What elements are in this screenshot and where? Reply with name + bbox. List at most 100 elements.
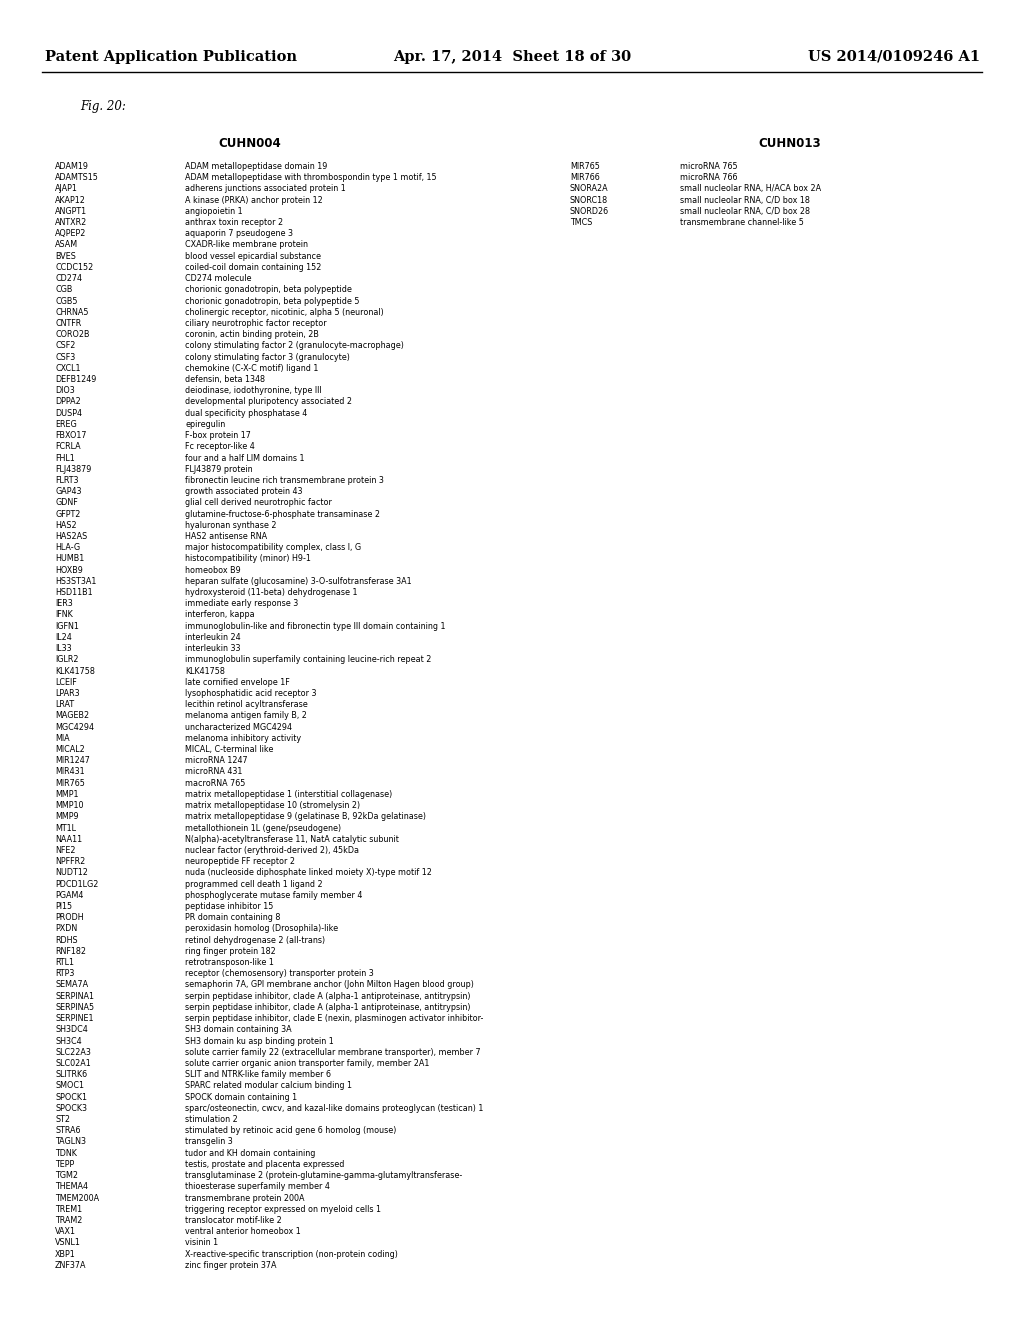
- Text: lecithin retinol acyltransferase: lecithin retinol acyltransferase: [185, 700, 308, 709]
- Text: CSF2: CSF2: [55, 342, 76, 350]
- Text: TREM1: TREM1: [55, 1205, 82, 1213]
- Text: CNTFR: CNTFR: [55, 319, 81, 327]
- Text: homeobox B9: homeobox B9: [185, 566, 241, 574]
- Text: MMP1: MMP1: [55, 789, 79, 799]
- Text: US 2014/0109246 A1: US 2014/0109246 A1: [808, 50, 980, 63]
- Text: MAGEB2: MAGEB2: [55, 711, 89, 721]
- Text: glial cell derived neurotrophic factor: glial cell derived neurotrophic factor: [185, 499, 332, 507]
- Text: MIA: MIA: [55, 734, 70, 743]
- Text: HAS2 antisense RNA: HAS2 antisense RNA: [185, 532, 267, 541]
- Text: glutamine-fructose-6-phosphate transaminase 2: glutamine-fructose-6-phosphate transamin…: [185, 510, 380, 519]
- Text: nuclear factor (erythroid-derived 2), 45kDa: nuclear factor (erythroid-derived 2), 45…: [185, 846, 359, 855]
- Text: late cornified envelope 1F: late cornified envelope 1F: [185, 677, 290, 686]
- Text: CGB: CGB: [55, 285, 73, 294]
- Text: SH3 domain containing 3A: SH3 domain containing 3A: [185, 1026, 292, 1035]
- Text: blood vessel epicardial substance: blood vessel epicardial substance: [185, 252, 321, 260]
- Text: MIR765: MIR765: [570, 162, 600, 172]
- Text: FHL1: FHL1: [55, 454, 75, 462]
- Text: FLJ43879: FLJ43879: [55, 465, 91, 474]
- Text: SNORA2A: SNORA2A: [570, 185, 608, 194]
- Text: IGFN1: IGFN1: [55, 622, 79, 631]
- Text: PI15: PI15: [55, 902, 72, 911]
- Text: interferon, kappa: interferon, kappa: [185, 610, 255, 619]
- Text: SNORD26: SNORD26: [570, 207, 609, 216]
- Text: neuropeptide FF receptor 2: neuropeptide FF receptor 2: [185, 857, 295, 866]
- Text: MICAL2: MICAL2: [55, 744, 85, 754]
- Text: SPOCK3: SPOCK3: [55, 1104, 87, 1113]
- Text: HAS2AS: HAS2AS: [55, 532, 87, 541]
- Text: VSNL1: VSNL1: [55, 1238, 81, 1247]
- Text: histocompatibility (minor) H9-1: histocompatibility (minor) H9-1: [185, 554, 311, 564]
- Text: KLK41758: KLK41758: [185, 667, 225, 676]
- Text: CSF3: CSF3: [55, 352, 75, 362]
- Text: PR domain containing 8: PR domain containing 8: [185, 913, 281, 923]
- Text: dual specificity phosphatase 4: dual specificity phosphatase 4: [185, 409, 307, 417]
- Text: HAS2: HAS2: [55, 521, 77, 529]
- Text: chorionic gonadotropin, beta polypeptide 5: chorionic gonadotropin, beta polypeptide…: [185, 297, 359, 305]
- Text: NPFFR2: NPFFR2: [55, 857, 85, 866]
- Text: serpin peptidase inhibitor, clade A (alpha-1 antiproteinase, antitrypsin): serpin peptidase inhibitor, clade A (alp…: [185, 991, 470, 1001]
- Text: TRAM2: TRAM2: [55, 1216, 82, 1225]
- Text: STRA6: STRA6: [55, 1126, 81, 1135]
- Text: ADAMTS15: ADAMTS15: [55, 173, 99, 182]
- Text: semaphorin 7A, GPI membrane anchor (John Milton Hagen blood group): semaphorin 7A, GPI membrane anchor (John…: [185, 981, 474, 990]
- Text: matrix metallopeptidase 10 (stromelysin 2): matrix metallopeptidase 10 (stromelysin …: [185, 801, 360, 810]
- Text: stimulation 2: stimulation 2: [185, 1115, 238, 1125]
- Text: GDNF: GDNF: [55, 499, 78, 507]
- Text: ANTXR2: ANTXR2: [55, 218, 87, 227]
- Text: Fc receptor-like 4: Fc receptor-like 4: [185, 442, 255, 451]
- Text: LCEIF: LCEIF: [55, 677, 77, 686]
- Text: microRNA 766: microRNA 766: [680, 173, 737, 182]
- Text: developmental pluripotency associated 2: developmental pluripotency associated 2: [185, 397, 352, 407]
- Text: metallothionein 1L (gene/pseudogene): metallothionein 1L (gene/pseudogene): [185, 824, 341, 833]
- Text: serpin peptidase inhibitor, clade A (alpha-1 antiproteinase, antitrypsin): serpin peptidase inhibitor, clade A (alp…: [185, 1003, 470, 1012]
- Text: TMEM200A: TMEM200A: [55, 1193, 99, 1203]
- Text: HUMB1: HUMB1: [55, 554, 84, 564]
- Text: TDNK: TDNK: [55, 1148, 77, 1158]
- Text: SH3DC4: SH3DC4: [55, 1026, 88, 1035]
- Text: defensin, beta 1348: defensin, beta 1348: [185, 375, 265, 384]
- Text: XBP1: XBP1: [55, 1250, 76, 1258]
- Text: coiled-coil domain containing 152: coiled-coil domain containing 152: [185, 263, 322, 272]
- Text: F-box protein 17: F-box protein 17: [185, 432, 251, 440]
- Text: nuda (nucleoside diphosphate linked moiety X)-type motif 12: nuda (nucleoside diphosphate linked moie…: [185, 869, 432, 878]
- Text: SERPINA1: SERPINA1: [55, 991, 94, 1001]
- Text: SERPINE1: SERPINE1: [55, 1014, 93, 1023]
- Text: cholinergic receptor, nicotinic, alpha 5 (neuronal): cholinergic receptor, nicotinic, alpha 5…: [185, 308, 384, 317]
- Text: SPARC related modular calcium binding 1: SPARC related modular calcium binding 1: [185, 1081, 352, 1090]
- Text: X-reactive-specific transcription (non-protein coding): X-reactive-specific transcription (non-p…: [185, 1250, 398, 1258]
- Text: DUSP4: DUSP4: [55, 409, 82, 417]
- Text: microRNA 765: microRNA 765: [680, 162, 737, 172]
- Text: interleukin 33: interleukin 33: [185, 644, 241, 653]
- Text: aquaporin 7 pseudogene 3: aquaporin 7 pseudogene 3: [185, 230, 293, 239]
- Text: testis, prostate and placenta expressed: testis, prostate and placenta expressed: [185, 1160, 344, 1170]
- Text: deiodinase, iodothyronine, type III: deiodinase, iodothyronine, type III: [185, 387, 322, 395]
- Text: melanoma antigen family B, 2: melanoma antigen family B, 2: [185, 711, 307, 721]
- Text: MIR765: MIR765: [55, 779, 85, 788]
- Text: HLA-G: HLA-G: [55, 544, 80, 552]
- Text: major histocompatibility complex, class I, G: major histocompatibility complex, class …: [185, 544, 361, 552]
- Text: immunoglobulin superfamily containing leucine-rich repeat 2: immunoglobulin superfamily containing le…: [185, 655, 431, 664]
- Text: ADAM metallopeptidase domain 19: ADAM metallopeptidase domain 19: [185, 162, 328, 172]
- Text: growth associated protein 43: growth associated protein 43: [185, 487, 302, 496]
- Text: angiopoietin 1: angiopoietin 1: [185, 207, 243, 216]
- Text: PGAM4: PGAM4: [55, 891, 83, 900]
- Text: IER3: IER3: [55, 599, 73, 609]
- Text: ciliary neurotrophic factor receptor: ciliary neurotrophic factor receptor: [185, 319, 327, 327]
- Text: ASAM: ASAM: [55, 240, 78, 249]
- Text: MT1L: MT1L: [55, 824, 76, 833]
- Text: EREG: EREG: [55, 420, 77, 429]
- Text: TEPP: TEPP: [55, 1160, 75, 1170]
- Text: transgelin 3: transgelin 3: [185, 1138, 232, 1147]
- Text: AQPEP2: AQPEP2: [55, 230, 86, 239]
- Text: microRNA 1247: microRNA 1247: [185, 756, 248, 766]
- Text: heparan sulfate (glucosamine) 3-O-sulfotransferase 3A1: heparan sulfate (glucosamine) 3-O-sulfot…: [185, 577, 412, 586]
- Text: hydroxysteroid (11-beta) dehydrogenase 1: hydroxysteroid (11-beta) dehydrogenase 1: [185, 589, 357, 597]
- Text: anthrax toxin receptor 2: anthrax toxin receptor 2: [185, 218, 283, 227]
- Text: CGB5: CGB5: [55, 297, 78, 305]
- Text: ring finger protein 182: ring finger protein 182: [185, 946, 275, 956]
- Text: ADAM19: ADAM19: [55, 162, 89, 172]
- Text: lysophosphatidic acid receptor 3: lysophosphatidic acid receptor 3: [185, 689, 316, 698]
- Text: matrix metallopeptidase 9 (gelatinase B, 92kDa gelatinase): matrix metallopeptidase 9 (gelatinase B,…: [185, 812, 426, 821]
- Text: immediate early response 3: immediate early response 3: [185, 599, 298, 609]
